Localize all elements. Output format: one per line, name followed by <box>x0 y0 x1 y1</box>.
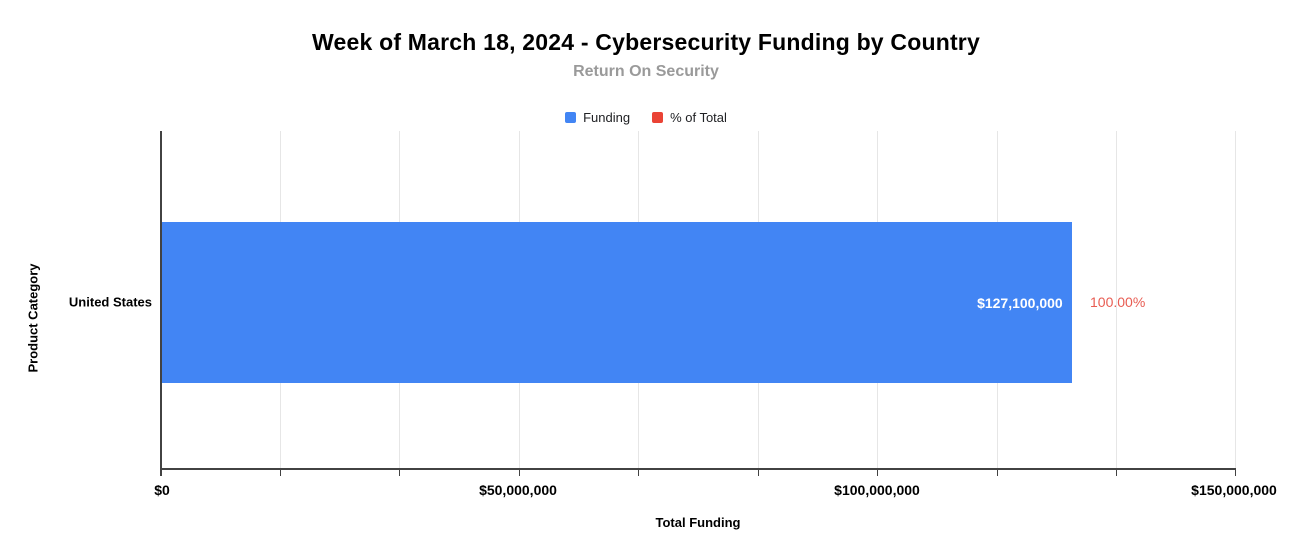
plot-area: $127,100,000 100.00% <box>160 131 1237 476</box>
x-tick-label-100m: $100,000,000 <box>834 482 920 498</box>
legend-label-pct-of-total: % of Total <box>670 109 727 125</box>
gridline-major-150m <box>1235 131 1237 470</box>
axis-tick <box>1116 470 1118 476</box>
y-axis-line <box>160 131 162 476</box>
funding-swatch-icon <box>565 111 577 123</box>
pct-of-total-swatch-icon <box>652 111 664 123</box>
gridline <box>1116 131 1118 470</box>
chart-subtitle: Return On Security <box>573 63 719 80</box>
x-tick-label-0: $0 <box>154 482 170 498</box>
bar-value-label: $127,100,000 <box>977 294 1063 311</box>
axis-tick <box>877 470 879 476</box>
pct-of-total-label: 100.00% <box>1090 294 1146 310</box>
axis-tick <box>757 470 759 476</box>
axis-tick <box>518 470 520 476</box>
axis-tick <box>638 470 640 476</box>
axis-tick <box>399 470 401 476</box>
x-tick-label-50m: $50,000,000 <box>479 482 557 498</box>
axis-tick <box>279 470 281 476</box>
chart-title: Week of March 18, 2024 - Cybersecurity F… <box>312 29 980 55</box>
x-tick-label-150m: $150,000,000 <box>1191 482 1277 498</box>
category-label-united-states: United States <box>68 294 152 310</box>
legend-item-pct-of-total[interactable]: % of Total <box>652 110 727 125</box>
axis-tick <box>1235 470 1237 476</box>
chart-legend: Funding % of Total <box>0 108 1292 126</box>
legend-item-funding[interactable]: Funding <box>565 110 630 125</box>
y-axis-title: Product Category <box>25 263 41 373</box>
bar-united-states-funding[interactable]: $127,100,000 <box>160 222 1072 383</box>
x-axis-line <box>160 468 1236 470</box>
axis-tick <box>996 470 998 476</box>
x-axis-title: Total Funding <box>655 515 741 530</box>
legend-label-funding: Funding <box>583 109 631 125</box>
